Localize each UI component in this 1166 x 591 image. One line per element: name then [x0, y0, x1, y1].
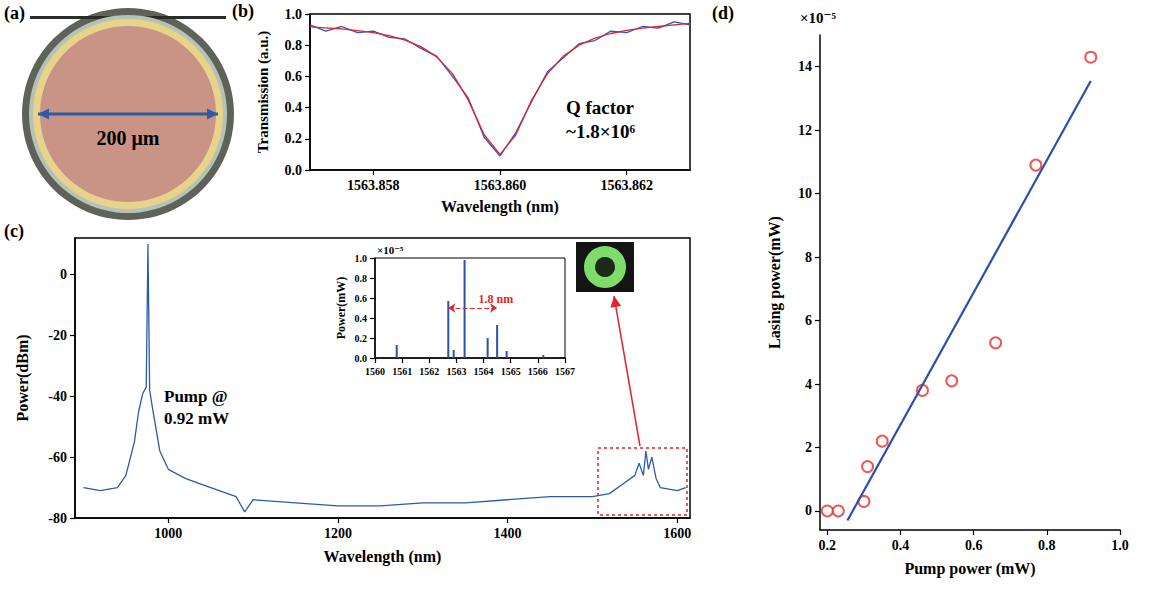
svg-text:0.2: 0.2 — [285, 131, 303, 146]
svg-text:10: 10 — [798, 186, 812, 201]
svg-text:Wavelength (nm): Wavelength (nm) — [441, 198, 559, 216]
svg-text:×10⁻⁵: ×10⁻⁵ — [800, 10, 836, 26]
svg-text:-20: -20 — [48, 328, 67, 343]
svg-text:1566: 1566 — [528, 366, 548, 377]
svg-text:0.4: 0.4 — [892, 538, 910, 553]
svg-text:1561: 1561 — [392, 366, 412, 377]
svg-text:0.2: 0.2 — [355, 333, 368, 344]
svg-text:Lasing power(mW): Lasing power(mW) — [766, 216, 784, 349]
svg-text:0: 0 — [805, 503, 812, 518]
svg-text:0.8: 0.8 — [285, 38, 303, 53]
svg-text:Power(dBm): Power(dBm) — [14, 334, 32, 421]
svg-text:1563.860: 1563.860 — [474, 178, 527, 193]
svg-text:1200: 1200 — [324, 526, 352, 541]
svg-text:-80: -80 — [48, 511, 67, 526]
svg-text:1000: 1000 — [154, 526, 182, 541]
svg-text:Q factor: Q factor — [566, 97, 635, 118]
svg-text:Pump power (mW): Pump power (mW) — [904, 560, 1035, 578]
svg-text:0.8: 0.8 — [1038, 538, 1056, 553]
svg-text:12: 12 — [798, 123, 812, 138]
svg-text:1564: 1564 — [474, 366, 494, 377]
svg-text:0: 0 — [60, 267, 67, 282]
svg-text:-40: -40 — [48, 389, 67, 404]
svg-text:0.8: 0.8 — [355, 273, 368, 284]
svg-text:Pump @: Pump @ — [164, 387, 228, 406]
svg-text:0.0: 0.0 — [355, 353, 368, 364]
svg-text:1.0: 1.0 — [355, 253, 368, 264]
svg-text:(c): (c) — [4, 221, 24, 242]
svg-text:1600: 1600 — [663, 526, 691, 541]
svg-text:0.92 mW: 0.92 mW — [164, 409, 229, 428]
svg-text:1560: 1560 — [365, 366, 385, 377]
svg-text:1563: 1563 — [446, 366, 466, 377]
svg-text:Transmission (a.u.): Transmission (a.u.) — [255, 31, 272, 154]
svg-text:(a): (a) — [4, 3, 25, 24]
svg-text:6: 6 — [805, 313, 812, 328]
svg-text:-60: -60 — [48, 450, 67, 465]
svg-text:8: 8 — [805, 250, 812, 265]
svg-text:1562: 1562 — [419, 366, 439, 377]
svg-text:4: 4 — [805, 377, 812, 392]
svg-text:0.0: 0.0 — [285, 163, 303, 178]
svg-text:(b): (b) — [232, 1, 254, 22]
svg-text:1563.858: 1563.858 — [347, 178, 400, 193]
svg-text:0.6: 0.6 — [285, 69, 303, 84]
svg-text:1567: 1567 — [555, 366, 575, 377]
svg-text:~1.8×10⁶: ~1.8×10⁶ — [566, 121, 635, 142]
svg-text:0.2: 0.2 — [819, 538, 837, 553]
svg-text:14: 14 — [798, 59, 812, 74]
svg-text:Wavelength (nm): Wavelength (nm) — [324, 548, 442, 566]
svg-text:0.4: 0.4 — [355, 313, 368, 324]
svg-text:1.8 nm: 1.8 nm — [478, 292, 513, 306]
svg-text:1400: 1400 — [494, 526, 522, 541]
svg-text:Power(mW): Power(mW) — [334, 277, 348, 340]
svg-text:2: 2 — [805, 440, 812, 455]
svg-text:200 μm: 200 μm — [97, 127, 160, 150]
svg-text:0.4: 0.4 — [285, 100, 303, 115]
svg-text:×10⁻⁵: ×10⁻⁵ — [377, 244, 404, 256]
svg-text:(d): (d) — [712, 3, 734, 24]
svg-text:1563.862: 1563.862 — [600, 178, 653, 193]
svg-text:0.6: 0.6 — [355, 293, 368, 304]
svg-text:0.6: 0.6 — [965, 538, 983, 553]
svg-text:1.0: 1.0 — [1111, 538, 1129, 553]
svg-text:1.0: 1.0 — [285, 7, 303, 22]
svg-text:1565: 1565 — [501, 366, 521, 377]
